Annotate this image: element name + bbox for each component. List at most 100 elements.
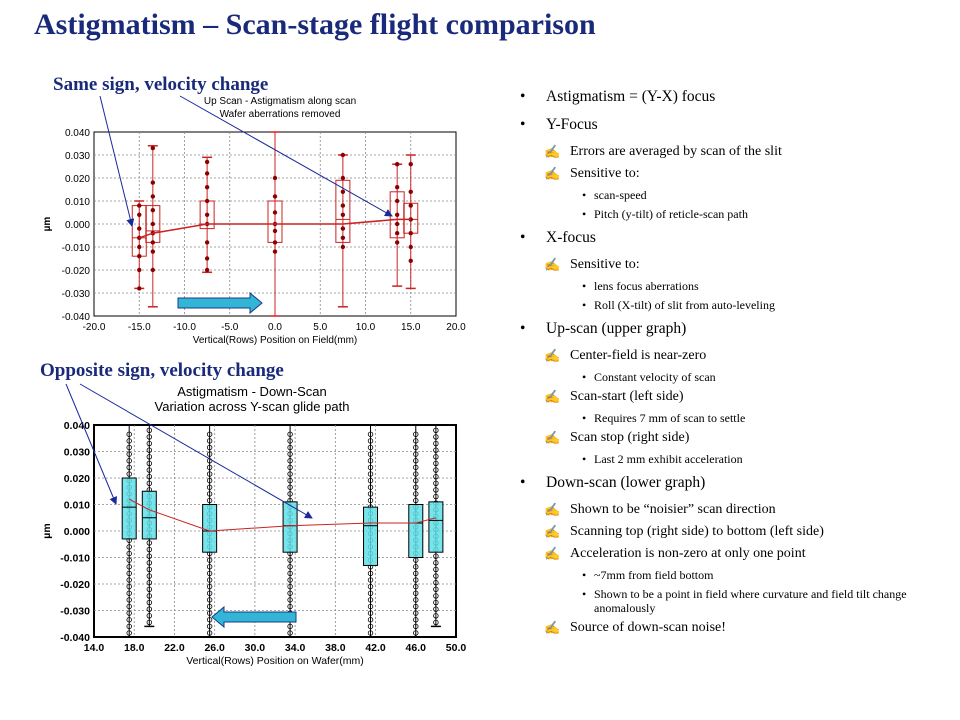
data-point <box>367 444 374 451</box>
data-point <box>394 231 400 236</box>
data-point <box>413 431 419 437</box>
data-point <box>413 477 419 484</box>
sub-bullet: ✍ Errors are averaged by scan of the slit <box>544 144 782 159</box>
data-point <box>413 497 419 504</box>
data-point <box>408 162 413 167</box>
data-point <box>367 464 374 471</box>
data-point <box>126 597 132 603</box>
x-tick-label: -10.0 <box>173 322 196 333</box>
y-tick-label: 0.010 <box>65 197 90 208</box>
data-point <box>413 630 419 636</box>
data-point <box>272 240 278 245</box>
data-point <box>287 590 293 596</box>
callout-same-sign: Same sign, velocity change <box>53 74 269 95</box>
data-point <box>433 599 439 606</box>
data-point <box>367 623 374 630</box>
data-point <box>340 189 346 194</box>
data-point <box>287 597 293 603</box>
data-point <box>206 557 213 563</box>
x-tick-label: 20.0 <box>446 322 466 333</box>
x-axis-label: Vertical(Rows) Position on Field(mm) <box>193 335 358 346</box>
data-point <box>367 438 374 444</box>
data-point <box>150 145 156 151</box>
pen-bullet-icon: ✍ <box>544 502 561 517</box>
data-point <box>413 570 419 577</box>
y-tick-label: 0.020 <box>65 174 90 185</box>
data-point <box>272 210 278 215</box>
data-point <box>206 590 213 596</box>
x-tick-label: 26.0 <box>204 642 225 654</box>
y-axis-label: µm <box>41 523 53 538</box>
data-point <box>206 623 213 630</box>
data-point <box>206 577 213 583</box>
data-point <box>126 564 132 570</box>
data-point <box>367 617 374 623</box>
data-point <box>340 226 346 231</box>
pen-bullet-icon: ✍ <box>544 524 561 539</box>
data-point <box>137 286 142 291</box>
data-point <box>433 553 439 559</box>
data-point <box>150 240 156 245</box>
data-point <box>137 254 142 259</box>
data-point <box>146 560 153 566</box>
x-tick-label: 50.0 <box>446 642 467 654</box>
data-point <box>433 427 439 433</box>
data-point <box>394 198 400 204</box>
data-point <box>413 564 419 570</box>
data-point <box>433 593 439 599</box>
data-point <box>367 590 374 596</box>
data-point <box>150 267 156 273</box>
data-point <box>433 487 439 493</box>
data-point <box>126 550 132 557</box>
data-point <box>150 208 156 213</box>
sub-bullet: ✍ Scan-start (left side) <box>544 389 684 404</box>
x-tick-label: 14.0 <box>84 642 105 654</box>
data-point <box>204 267 210 273</box>
data-point <box>367 570 374 577</box>
chart-subtitle: Variation across Y-scan glide path <box>155 399 350 414</box>
x-tick-label: -20.0 <box>83 322 106 333</box>
data-point <box>126 583 132 590</box>
data-point <box>413 438 419 444</box>
pen-bullet-icon: ✍ <box>544 257 561 272</box>
data-point <box>413 617 419 623</box>
y-tick-label: -0.040 <box>62 312 91 323</box>
data-point <box>206 597 213 603</box>
data-point <box>126 557 132 563</box>
data-point <box>413 610 419 616</box>
bullet-yfocus: Y-Focus <box>520 116 950 134</box>
y-tick-label: 0.000 <box>64 526 90 538</box>
data-point <box>340 244 346 250</box>
data-point <box>413 597 419 603</box>
data-point <box>413 590 419 596</box>
scan-direction-arrow <box>177 291 263 315</box>
x-tick-label: 0.0 <box>268 322 282 333</box>
x-tick-label: 15.0 <box>401 322 421 333</box>
y-tick-label: -0.040 <box>60 632 90 644</box>
data-point <box>433 579 439 586</box>
data-point <box>137 226 142 231</box>
data-point <box>408 244 413 250</box>
data-point <box>272 228 278 234</box>
data-point <box>408 189 413 194</box>
sub-bullet: ✍ Shown to be “noisier” scan direction <box>544 502 776 517</box>
y-tick-label: 0.030 <box>65 151 90 162</box>
data-point <box>367 610 374 616</box>
data-point <box>204 212 210 217</box>
data-point <box>394 162 400 167</box>
x-tick-label: -15.0 <box>128 322 151 333</box>
x-tick-label: 22.0 <box>164 642 185 654</box>
x-tick-label: -5.0 <box>221 322 239 333</box>
data-point <box>146 553 153 559</box>
data-point <box>206 610 213 616</box>
x-tick-label: 5.0 <box>313 322 327 333</box>
data-point <box>413 458 419 464</box>
data-point <box>204 159 210 165</box>
data-point <box>413 623 419 630</box>
data-point <box>340 212 346 217</box>
pen-bullet-icon: ✍ <box>544 620 561 635</box>
y-tick-label: 0.020 <box>64 473 90 485</box>
data-point <box>413 484 419 490</box>
upscan-box-chart: Up Scan - Astigmatism along scan Wafer ab… <box>42 96 466 346</box>
